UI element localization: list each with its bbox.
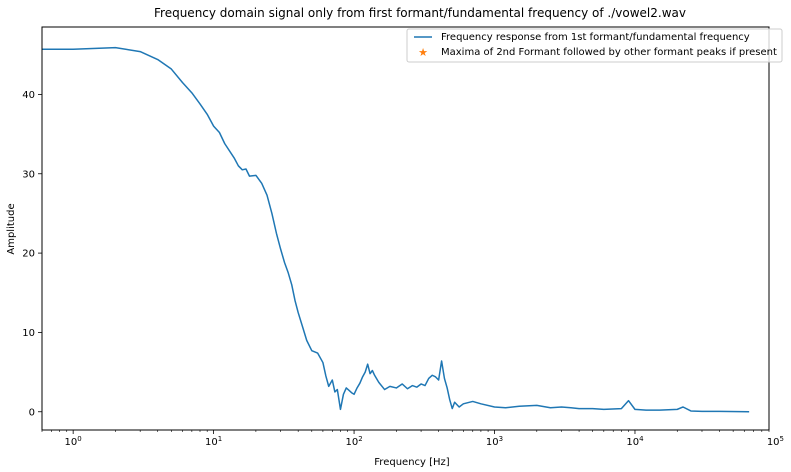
y-axis: 0 10 20 30 40 [22, 90, 42, 418]
chart-title: Frequency domain signal only from first … [154, 6, 686, 20]
y-tick-label: 0 [29, 407, 35, 418]
series-line-frequency-response [42, 46, 750, 413]
legend-box [406, 28, 783, 63]
x-tick-label: 101 [205, 435, 222, 448]
y-tick-label: 10 [22, 328, 35, 339]
x-axis: 100 101 102 103 104 105 [41, 430, 784, 448]
x-tick-label: 104 [626, 435, 644, 448]
legend-entry-1: Frequency response from 1st formant/fund… [441, 32, 750, 43]
x-axis-title: Frequency [Hz] [374, 457, 450, 468]
y-axis-title: Amplitude [6, 203, 17, 254]
y-tick-label: 30 [22, 169, 35, 180]
y-tick-label: 20 [22, 249, 35, 260]
x-tick-label: 105 [767, 435, 784, 448]
x-tick-label: 100 [65, 435, 82, 448]
y-tick-label: 40 [22, 90, 35, 101]
series-layer [42, 46, 750, 413]
legend-entry-2: Maxima of 2nd Formant followed by other … [441, 47, 777, 58]
plot-area [42, 27, 769, 430]
legend: Frequency response from 1st formant/fund… [406, 28, 783, 63]
x-tick-label: 102 [345, 435, 362, 448]
legend-star-marker: ★ [418, 46, 428, 59]
plot-frame [41, 26, 770, 431]
x-tick-label: 103 [486, 435, 503, 448]
